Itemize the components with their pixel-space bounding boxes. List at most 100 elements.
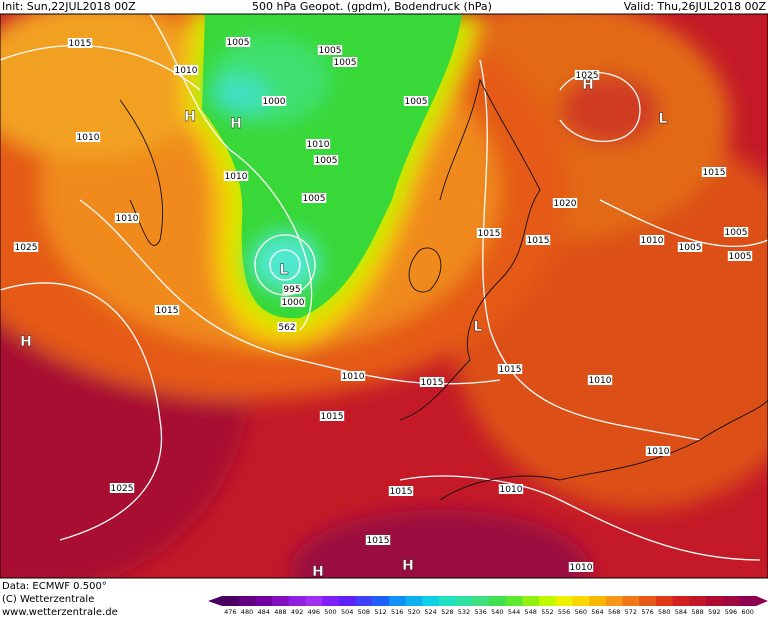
isobar-label-bg — [476, 228, 502, 238]
isobar-label-bg — [67, 38, 93, 48]
colorbar-label: 484 — [258, 608, 270, 616]
isobar-label-bg — [114, 213, 140, 223]
isobar-label-bg — [525, 235, 551, 245]
colorbar-swatch — [605, 596, 623, 606]
isobar-label: 1010 — [500, 485, 523, 495]
isobar-label: 1010 — [641, 236, 664, 246]
pressure-center: H — [184, 109, 196, 125]
isobar-label: 1005 — [319, 46, 342, 56]
colorbar-swatch — [322, 596, 340, 606]
colorbar-swatch — [672, 596, 690, 606]
colorbar-label: 476 — [224, 608, 236, 616]
isobar-label-bg — [552, 198, 578, 208]
isobar-label-bg — [75, 132, 101, 142]
colorbar-swatch — [705, 596, 724, 606]
isobar-label: 1015 — [703, 168, 726, 178]
isobar-label: 1010 — [307, 140, 330, 150]
colorbar-swatch — [372, 596, 390, 606]
colorbar-label: 564 — [591, 608, 603, 616]
isobar-label: 1005 — [729, 252, 752, 262]
isobar-label-bg — [301, 193, 327, 203]
isobar-label-bg — [701, 167, 727, 177]
isobar-label: 1015 — [478, 229, 501, 239]
coastlines — [119, 78, 768, 501]
isobar-label: 1015 — [156, 306, 179, 316]
isobar-label: 1025 — [111, 484, 134, 494]
data-source: Data: ECMWF 0.500° — [2, 581, 107, 592]
isobar-label: 1010 — [77, 133, 100, 143]
isobar-label-bg — [332, 57, 358, 67]
colorbar-swatch — [522, 596, 540, 606]
isobar-label: 1005 — [725, 228, 748, 238]
isobar-label-bg — [154, 305, 180, 315]
colorbar-swatch — [288, 596, 306, 606]
isobar-label: 1005 — [405, 97, 428, 107]
isobar-label-bg — [13, 242, 39, 252]
colorbar-swatch — [472, 596, 490, 606]
isobar-label-bg — [645, 446, 671, 456]
colorbar-swatch — [355, 596, 373, 606]
colorbar-label: 584 — [675, 608, 687, 616]
isobar-label-bg — [365, 535, 391, 545]
pressure-center: H — [402, 558, 414, 574]
isobar-label: 1010 — [647, 447, 670, 457]
isobar-label: 1015 — [421, 378, 444, 388]
isobar-label: 1015 — [69, 39, 92, 49]
isobar-label: 562 — [278, 323, 295, 333]
colorbar-swatch — [555, 596, 573, 606]
colorbar-label: 560 — [575, 608, 587, 616]
colorbar-label: 572 — [625, 608, 637, 616]
colorbar-label: 516 — [391, 608, 403, 616]
colorbar-label: 496 — [308, 608, 320, 616]
colorbar-swatch — [622, 596, 640, 606]
isobar-label-bg — [574, 70, 600, 80]
colorbar-label: 568 — [608, 608, 620, 616]
colorbar-swatch — [305, 596, 323, 606]
pressure-center: L — [474, 319, 483, 335]
colorbar-swatch — [272, 596, 290, 606]
pressure-center: H — [582, 77, 594, 93]
colorbar-label: 512 — [374, 608, 386, 616]
isobar-label: 1005 — [679, 243, 702, 253]
map-title: 500 hPa Geopot. (gpdm), Bodendruck (hPa) — [252, 0, 492, 13]
isobar-label-bg — [568, 562, 594, 572]
colorbar-label: 600 — [741, 608, 753, 616]
colorbar-label: 596 — [725, 608, 737, 616]
isobar-label: 1005 — [334, 58, 357, 68]
isobar-label-bg — [419, 377, 445, 387]
colorbar-swatch — [572, 596, 590, 606]
colorbar-label: 552 — [541, 608, 553, 616]
colorbar-label: 524 — [424, 608, 436, 616]
isobar-label: 1015 — [527, 236, 550, 246]
colorbar-swatch — [338, 596, 356, 606]
isobar-label: 1010 — [589, 376, 612, 386]
isobar-label: 1000 — [263, 97, 286, 107]
isobar-label-bg — [280, 297, 306, 307]
isobar-label-bg — [677, 242, 703, 252]
init-time: Init: Sun,22JUL2018 00Z — [2, 0, 136, 13]
colorbar-label: 576 — [641, 608, 653, 616]
isobar-label-bg — [313, 155, 339, 165]
isobar-label: 1010 — [175, 66, 198, 76]
isobar-label: 1015 — [367, 536, 390, 546]
map-frame — [0, 13, 768, 579]
pressure-center: H — [20, 334, 32, 350]
colorbar-swatch — [405, 596, 423, 606]
isobar-label-bg — [317, 45, 343, 55]
isobar-label-bg — [388, 486, 414, 496]
isobar-label-bg — [173, 65, 199, 75]
isobar-label-bg — [282, 284, 302, 294]
colorbar-swatch — [255, 596, 273, 606]
isobar-label-bg — [261, 96, 287, 106]
pressure-center: L — [659, 111, 668, 127]
colorbar-label: 488 — [274, 608, 286, 616]
colorbar-arrow-left — [208, 596, 222, 606]
colorbar-label: 500 — [324, 608, 336, 616]
isobar-label: 1010 — [116, 214, 139, 224]
isobar-label: 1015 — [499, 365, 522, 375]
colorbar-swatch — [539, 596, 557, 606]
colorbar-label: 520 — [408, 608, 420, 616]
colorbar-swatch — [222, 596, 240, 606]
colorbar-swatch — [455, 596, 473, 606]
isobar-label-bg — [109, 483, 135, 493]
